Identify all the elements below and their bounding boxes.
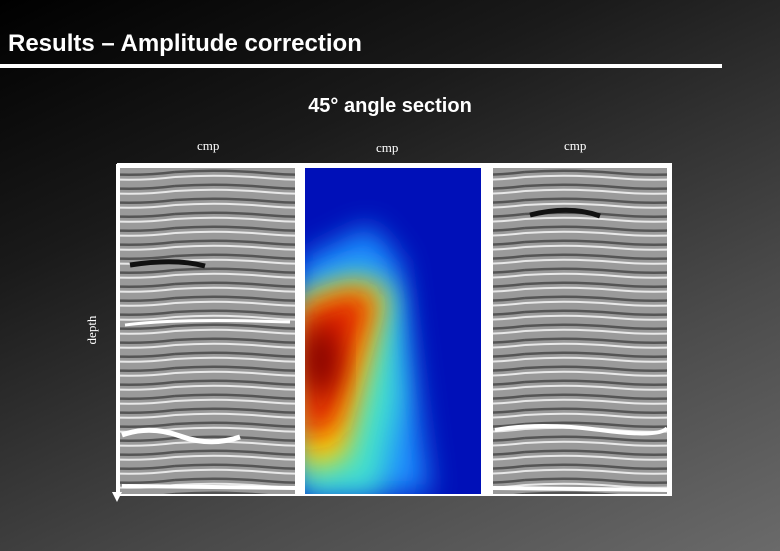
axis-arrow (112, 492, 122, 502)
reflector (529, 207, 601, 219)
reflector (121, 484, 296, 490)
reflector (124, 319, 291, 327)
subtitle: 45° angle section (308, 95, 472, 117)
amplitude-panel (305, 168, 481, 494)
reflector (121, 427, 241, 445)
seismic-panel (493, 168, 667, 494)
title-rule (0, 64, 722, 68)
seismic-panel (120, 168, 295, 494)
reflector (129, 259, 206, 269)
panel-label: cmp (197, 138, 220, 153)
panel-label: cmp (564, 138, 587, 153)
panel-label: cmp (376, 140, 399, 155)
reflector (492, 486, 668, 492)
reflector (494, 424, 669, 436)
slide-title: Results – Amplitude correction (8, 30, 362, 57)
